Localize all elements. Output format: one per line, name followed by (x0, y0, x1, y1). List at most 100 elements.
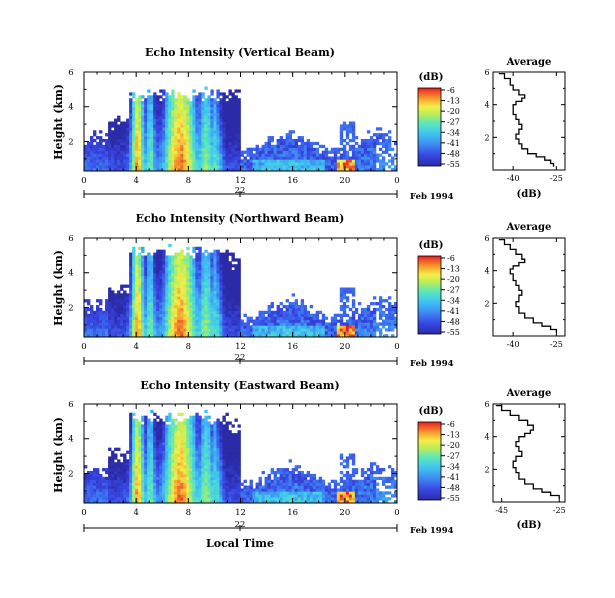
heatmap-cell (270, 168, 274, 172)
heatmap-cell (192, 304, 196, 309)
heatmap-cell (366, 334, 371, 338)
heatmap-cell (141, 310, 145, 315)
heatmap-cell (210, 430, 214, 434)
heatmap-cell (138, 284, 142, 288)
heatmap-cell (342, 313, 347, 317)
heatmap-cell (102, 331, 106, 335)
heatmap-cell (207, 497, 211, 501)
heatmap-cell (156, 133, 160, 137)
heatmap-cell (222, 444, 226, 449)
heatmap-cell (243, 497, 247, 501)
heatmap-cell (159, 270, 163, 274)
heatmap-cell (138, 470, 142, 475)
heatmap-cell (141, 302, 145, 306)
heatmap-cell (87, 500, 91, 504)
heatmap-cell (276, 334, 280, 338)
heatmap-cell (102, 156, 106, 160)
heatmap-cell (96, 168, 100, 172)
heatmap-cell (387, 307, 392, 312)
heatmap-cell (150, 121, 154, 125)
heatmap-cell (216, 482, 220, 486)
heatmap-cell (171, 272, 175, 277)
heatmap-cell (165, 438, 169, 443)
heatmap-cell (261, 168, 265, 172)
heatmap-cell (96, 468, 100, 472)
heatmap-cell (147, 106, 151, 111)
heatmap-cell (99, 165, 103, 169)
heatmap-cell (249, 325, 253, 329)
heatmap-cell (261, 319, 265, 323)
heatmap-cell (159, 328, 163, 332)
heatmap-cell (273, 313, 277, 317)
heatmap-cell (252, 147, 256, 151)
heatmap-cell (165, 319, 169, 323)
heatmap-cell (93, 162, 97, 166)
heatmap-cell (138, 293, 142, 297)
heatmap-cell (147, 115, 151, 119)
heatmap-cell (165, 261, 169, 265)
heatmap-cell (348, 290, 353, 294)
heatmap-cell (222, 310, 226, 315)
heatmap-cell (228, 302, 232, 306)
heatmap-cell (147, 482, 151, 486)
heatmap-cell (222, 261, 226, 265)
heatmap-cell (192, 468, 196, 472)
heatmap-cell (135, 121, 139, 125)
heatmap-cell (351, 165, 356, 169)
heatmap-cell (138, 334, 142, 338)
heatmap-cell (156, 106, 160, 111)
heatmap-cell (162, 165, 166, 169)
heatmap-cell (180, 307, 184, 312)
heatmap-cell (156, 255, 160, 259)
heatmap-cell (201, 121, 205, 125)
heatmap-cell (177, 109, 181, 114)
heatmap-cell (213, 296, 217, 300)
heatmap-cell (219, 427, 223, 431)
heatmap-cell (93, 494, 97, 498)
heatmap-cell (294, 138, 299, 143)
heatmap-cell (210, 427, 214, 431)
heatmap-cell (105, 322, 109, 326)
heatmap-cell (174, 500, 178, 504)
heatmap-cell (180, 334, 184, 338)
colorbar-tick-label: -6 (447, 254, 455, 263)
heatmap-cell (201, 488, 205, 492)
heatmap-cell (144, 168, 148, 172)
heatmap-cell (129, 494, 133, 498)
heatmap-cell (132, 258, 136, 262)
heatmap-cell (360, 313, 365, 317)
heatmap-cell (129, 109, 133, 114)
heatmap-cell (234, 156, 238, 160)
heatmap-cell (87, 153, 91, 157)
heatmap-cell (129, 168, 133, 172)
heatmap-cell (213, 156, 217, 160)
heatmap-cell (114, 302, 118, 306)
heatmap-cell (129, 92, 133, 96)
heatmap-cell (282, 316, 286, 320)
heatmap-cell (138, 427, 142, 431)
heatmap-cell (369, 162, 374, 166)
heatmap-cell (132, 104, 136, 108)
heatmap-cell (117, 500, 121, 504)
heatmap-cell (186, 310, 190, 315)
heatmap-cell (219, 130, 223, 134)
heatmap-cell (156, 322, 160, 326)
heatmap-cell (114, 325, 118, 329)
heatmap-cell (84, 319, 88, 323)
heatmap-cell (276, 322, 280, 326)
heatmap-cell (237, 287, 241, 291)
heatmap-cell (306, 159, 311, 163)
heatmap-cell (189, 424, 193, 428)
heatmap-cell (219, 290, 223, 294)
heatmap-cell (198, 287, 202, 291)
heatmap-cell (192, 278, 196, 283)
heatmap-cell (393, 165, 398, 169)
heatmap-cell (141, 304, 145, 309)
heatmap-cell (132, 412, 136, 416)
heatmap-cell (129, 112, 133, 117)
heatmap-cell (186, 112, 190, 117)
heatmap-cell (225, 165, 229, 169)
heatmap-cell (132, 290, 136, 294)
heatmap-cell (126, 473, 130, 478)
heatmap-cell (87, 479, 91, 483)
